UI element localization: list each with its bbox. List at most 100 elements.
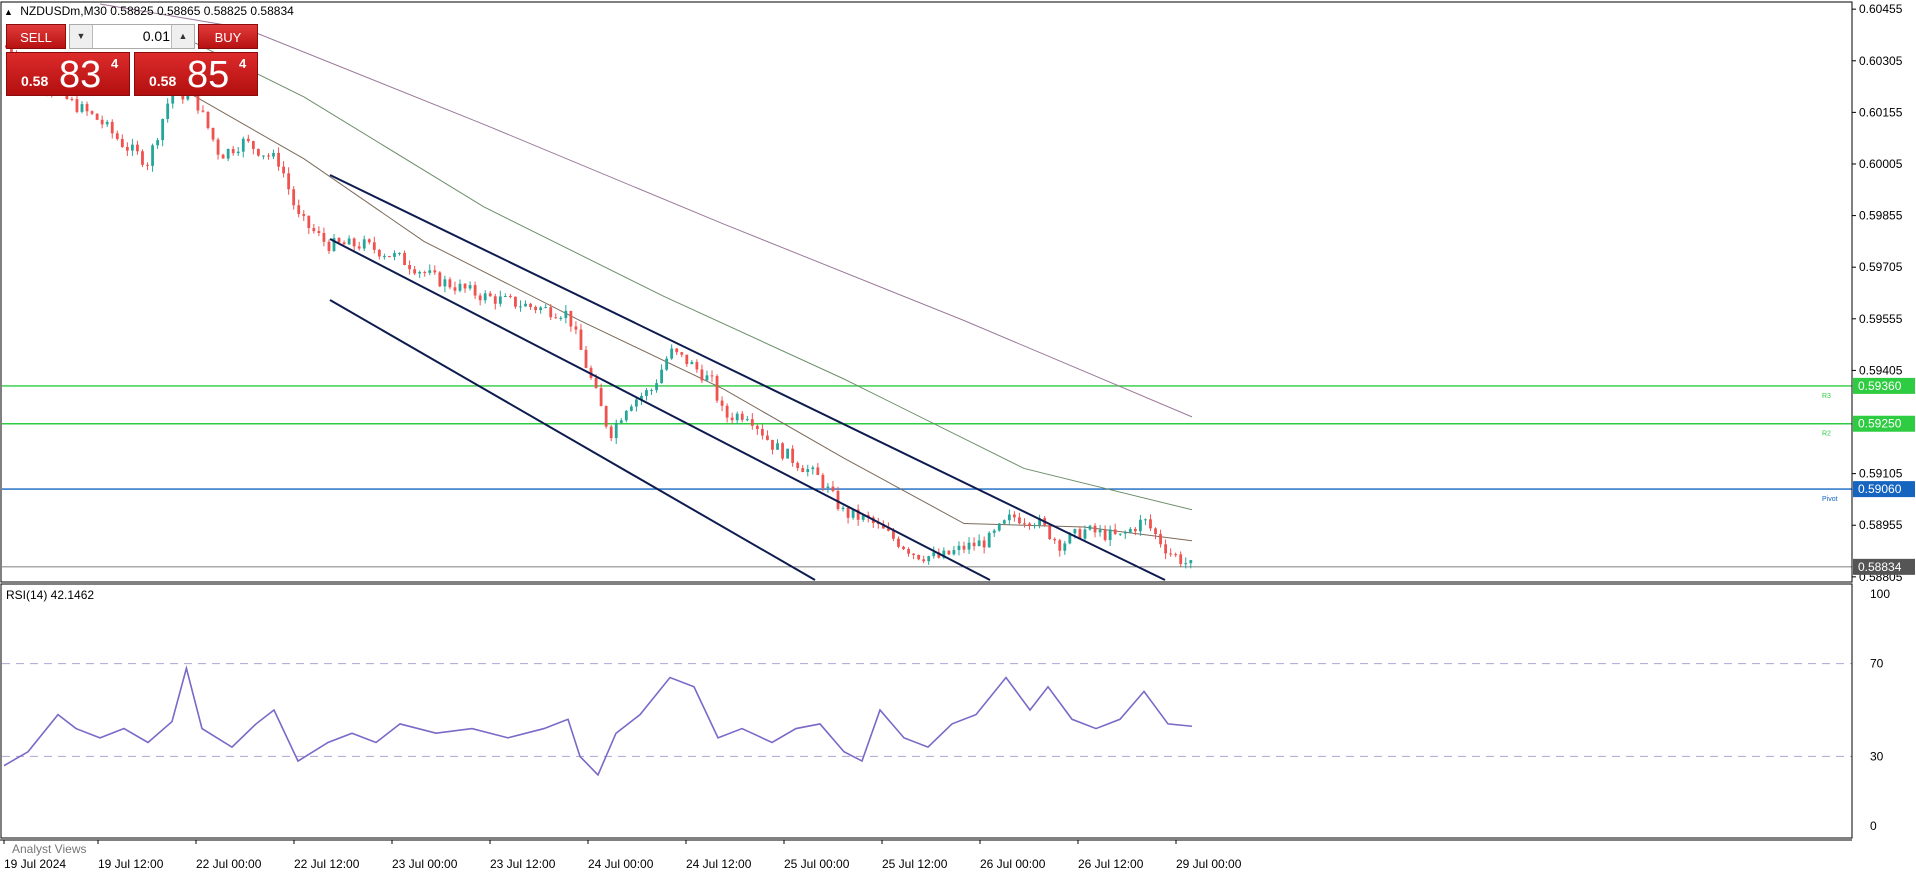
candle-body [1108, 529, 1112, 540]
candle-body [297, 205, 301, 215]
candle-body [559, 317, 563, 319]
candle-body [509, 296, 512, 298]
buy-price-sup: 4 [239, 56, 247, 71]
candle-body [594, 377, 598, 388]
candle-body [236, 151, 240, 154]
candle-body [962, 545, 966, 550]
ma-mid-line [171, 31, 1193, 511]
candle-body [146, 164, 149, 166]
candle-body [413, 269, 417, 274]
candle-body [887, 528, 890, 531]
candle-body [161, 118, 165, 141]
rsi-line [3, 665, 1193, 777]
candle-body [171, 90, 175, 104]
candle-body [428, 270, 432, 273]
candle-body [811, 467, 815, 470]
lot-size-stepper[interactable]: ▼ 0.01 ▲ [69, 24, 195, 49]
candle-body [131, 144, 134, 151]
candle-body [85, 104, 89, 112]
candle-body [1169, 553, 1173, 555]
sell-price-sup: 4 [111, 56, 119, 71]
candle-body [383, 256, 386, 258]
candle-body [1113, 529, 1117, 534]
candle-body [1189, 560, 1193, 564]
candle-body [776, 443, 779, 450]
candle-body [1002, 520, 1006, 524]
lot-decrease-icon[interactable]: ▼ [70, 25, 93, 48]
candle-body [771, 439, 774, 450]
candle-body [761, 428, 764, 436]
candle-body [287, 173, 291, 190]
candle-body [922, 559, 926, 562]
candle-body [201, 110, 205, 112]
candle-body [524, 303, 527, 307]
candle-body [1053, 538, 1057, 541]
candle-body [952, 550, 956, 555]
candle-body [806, 469, 810, 473]
level-price-tag [1853, 415, 1915, 432]
price-tick-label: 0.60155 [1859, 105, 1903, 119]
candle-body [539, 307, 543, 311]
candle-body [241, 138, 245, 152]
lot-size-input[interactable]: 0.01 [142, 28, 170, 44]
candle-body [443, 279, 447, 287]
candle-body [856, 509, 860, 520]
candle-body [816, 467, 820, 475]
rsi-pane[interactable] [2, 663, 1852, 777]
lot-increase-icon[interactable]: ▲ [171, 25, 194, 48]
time-tick-label: 24 Jul 12:00 [686, 857, 752, 871]
ma-slow-line [99, 3, 1193, 418]
time-tick-label: 25 Jul 12:00 [882, 857, 948, 871]
analyst-views-tab[interactable]: Analyst Views [12, 842, 87, 856]
candle-body [977, 540, 981, 547]
sell-price-big: 83 [59, 54, 102, 96]
candle-body [967, 542, 971, 550]
candle-body [246, 138, 250, 142]
candle-body [136, 144, 139, 152]
candle-body [1103, 529, 1107, 540]
candle-body [196, 94, 200, 111]
candle-body [715, 376, 719, 401]
candle-body [75, 99, 79, 112]
candle-body [342, 242, 346, 245]
sell-price-box[interactable]: 0.58 83 4 [6, 52, 130, 96]
candle-body [660, 369, 663, 384]
candle-body [912, 553, 915, 555]
candle-body [544, 307, 548, 309]
candle-body [836, 490, 840, 510]
candle-body [619, 420, 623, 423]
time-tick-label: 26 Jul 00:00 [980, 857, 1046, 871]
candle-body [307, 215, 311, 229]
candle-body [337, 238, 341, 243]
candle-body [609, 426, 613, 439]
time-tick-label: 25 Jul 00:00 [784, 857, 850, 871]
candle-body [488, 293, 492, 297]
candle-body [735, 413, 739, 421]
candle-body [1058, 540, 1062, 551]
buy-button[interactable]: BUY [198, 24, 258, 49]
rsi-tick-label: 0 [1870, 819, 1877, 833]
candle-body [105, 121, 109, 125]
candle-body [1078, 529, 1082, 539]
candle-body [468, 285, 472, 289]
candle-body [549, 307, 553, 318]
sell-button[interactable]: SELL [6, 24, 66, 49]
candle-body [604, 406, 608, 427]
candle-body [10, 47, 13, 56]
candle-body [262, 155, 265, 157]
candle-body [675, 348, 679, 353]
candle-body [403, 252, 406, 266]
level-price-tag [1853, 481, 1915, 498]
candle-body [267, 155, 270, 157]
candle-body [584, 349, 588, 368]
candle-body [292, 189, 296, 206]
candle-body [166, 103, 170, 119]
candle-body [841, 507, 845, 510]
rsi-tick-label: 70 [1870, 657, 1884, 671]
collapse-arrow-icon[interactable]: ▲ [4, 7, 13, 17]
buy-price-box[interactable]: 0.58 85 4 [134, 52, 258, 96]
main-price-pane[interactable]: R3 R2 Pivot [2, 3, 1852, 581]
candle-body [317, 231, 321, 234]
candle-body [529, 303, 532, 307]
